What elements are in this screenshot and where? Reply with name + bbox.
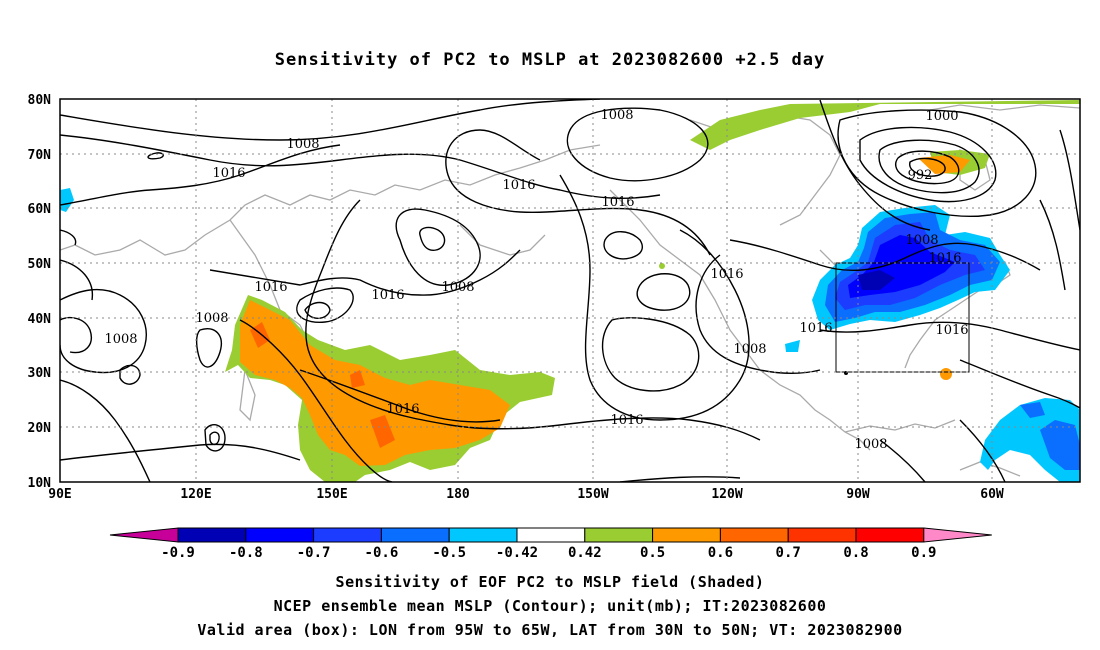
lat-label: 20N xyxy=(28,421,52,436)
lon-label: 180 xyxy=(446,487,470,502)
colorbar-segment xyxy=(719,527,789,543)
lon-label: 150W xyxy=(577,487,608,502)
contour-label: 1016 xyxy=(254,280,287,295)
footer-line-3: Valid area (box): LON from 95W to 65W, L… xyxy=(197,621,903,639)
plot-frame xyxy=(59,98,1081,483)
contour-label: 1000 xyxy=(925,109,958,124)
chart-title: Sensitivity of PC2 to MSLP at 2023082600… xyxy=(274,50,826,70)
lon-label: 90W xyxy=(846,487,870,502)
map-layer xyxy=(60,99,1080,482)
colorbar-left-arrow xyxy=(109,527,179,543)
colorbar-right-arrow xyxy=(923,527,992,543)
lon-label: 150E xyxy=(316,487,347,502)
colorbar-segment xyxy=(313,527,382,543)
lon-label: 60W xyxy=(980,487,1004,502)
grid-lines xyxy=(60,99,1080,482)
contour-label: 1008 xyxy=(905,233,938,248)
contour-label: 1008 xyxy=(854,437,887,452)
colorbar-tick-label: 0.6 xyxy=(708,545,733,561)
contour-label: 1008 xyxy=(195,311,228,326)
colorbar: -0.9 -0.8 -0.7 -0.6 -0.5 -0.42 0.42 0.5 0.6 0.7 0.… xyxy=(109,527,992,561)
contour-label: 1008 xyxy=(286,137,319,152)
colorbar-segment xyxy=(584,527,654,543)
lat-label: 40N xyxy=(28,312,52,327)
colorbar-segment xyxy=(177,527,247,543)
positive-sensitivity-shading xyxy=(225,100,1080,482)
contour-label: 1008 xyxy=(600,108,633,123)
colorbar-tick-label: 0.7 xyxy=(776,545,801,561)
lat-label: 60N xyxy=(28,202,52,217)
colorbar-segment xyxy=(448,527,518,543)
colorbar-segment xyxy=(652,527,721,543)
colorbar-tick-label: 0.8 xyxy=(843,545,868,561)
colorbar-tick-label: -0.7 xyxy=(297,545,331,561)
contour-label: 1016 xyxy=(212,166,245,181)
colorbar-tick-label: 0.9 xyxy=(911,545,936,561)
lat-label: 30N xyxy=(28,366,52,381)
contour-label: 1016 xyxy=(610,413,643,428)
colorbar-tick-label: -0.5 xyxy=(432,545,466,561)
lat-label: 10N xyxy=(28,476,52,491)
contour-label: 992 xyxy=(908,168,933,183)
footer-line-2: NCEP ensemble mean MSLP (Contour); unit(… xyxy=(273,597,827,615)
colorbar-segment xyxy=(380,527,450,543)
contour-label: 1016 xyxy=(502,178,535,193)
contour-label: 1016 xyxy=(928,251,961,266)
colorbar-tick-label: 0.42 xyxy=(568,545,602,561)
contour-labels: 1008 1016 1008 1016 1016 1016 1000 992 1… xyxy=(104,108,968,452)
colorbar-tick-label: 0.5 xyxy=(640,545,665,561)
lon-label: 90E xyxy=(48,487,71,502)
colorbar-segment xyxy=(787,527,857,543)
contour-label: 1016 xyxy=(601,195,634,210)
colorbar-segment xyxy=(516,527,586,543)
contour-label: 1016 xyxy=(386,402,419,417)
negative-sensitivity-shading xyxy=(60,188,1080,482)
contour-label: 1008 xyxy=(104,332,137,347)
lat-label: 50N xyxy=(28,257,52,272)
mslp-contours xyxy=(60,99,1080,482)
colorbar-tick-label: -0.6 xyxy=(365,545,399,561)
colorbar-segment xyxy=(855,527,925,543)
lat-label: 70N xyxy=(28,148,52,163)
lon-label: 120W xyxy=(711,487,742,502)
footer-line-1: Sensitivity of EOF PC2 to MSLP field (Sh… xyxy=(335,573,765,591)
colorbar-tick-label: -0.8 xyxy=(229,545,263,561)
contour-label: 1016 xyxy=(935,323,968,338)
contour-label: 1016 xyxy=(799,321,832,336)
colorbar-segment xyxy=(245,527,315,543)
contour-label: 1016 xyxy=(371,288,404,303)
contour-label: 1016 xyxy=(710,267,743,282)
colorbar-tick-label: -0.9 xyxy=(161,545,195,561)
lat-label: 80N xyxy=(28,93,52,108)
contour-label: 1008 xyxy=(733,342,766,357)
contour-label: 1008 xyxy=(441,280,474,295)
colorbar-tick-label: -0.42 xyxy=(496,545,538,561)
lon-label: 120E xyxy=(180,487,211,502)
